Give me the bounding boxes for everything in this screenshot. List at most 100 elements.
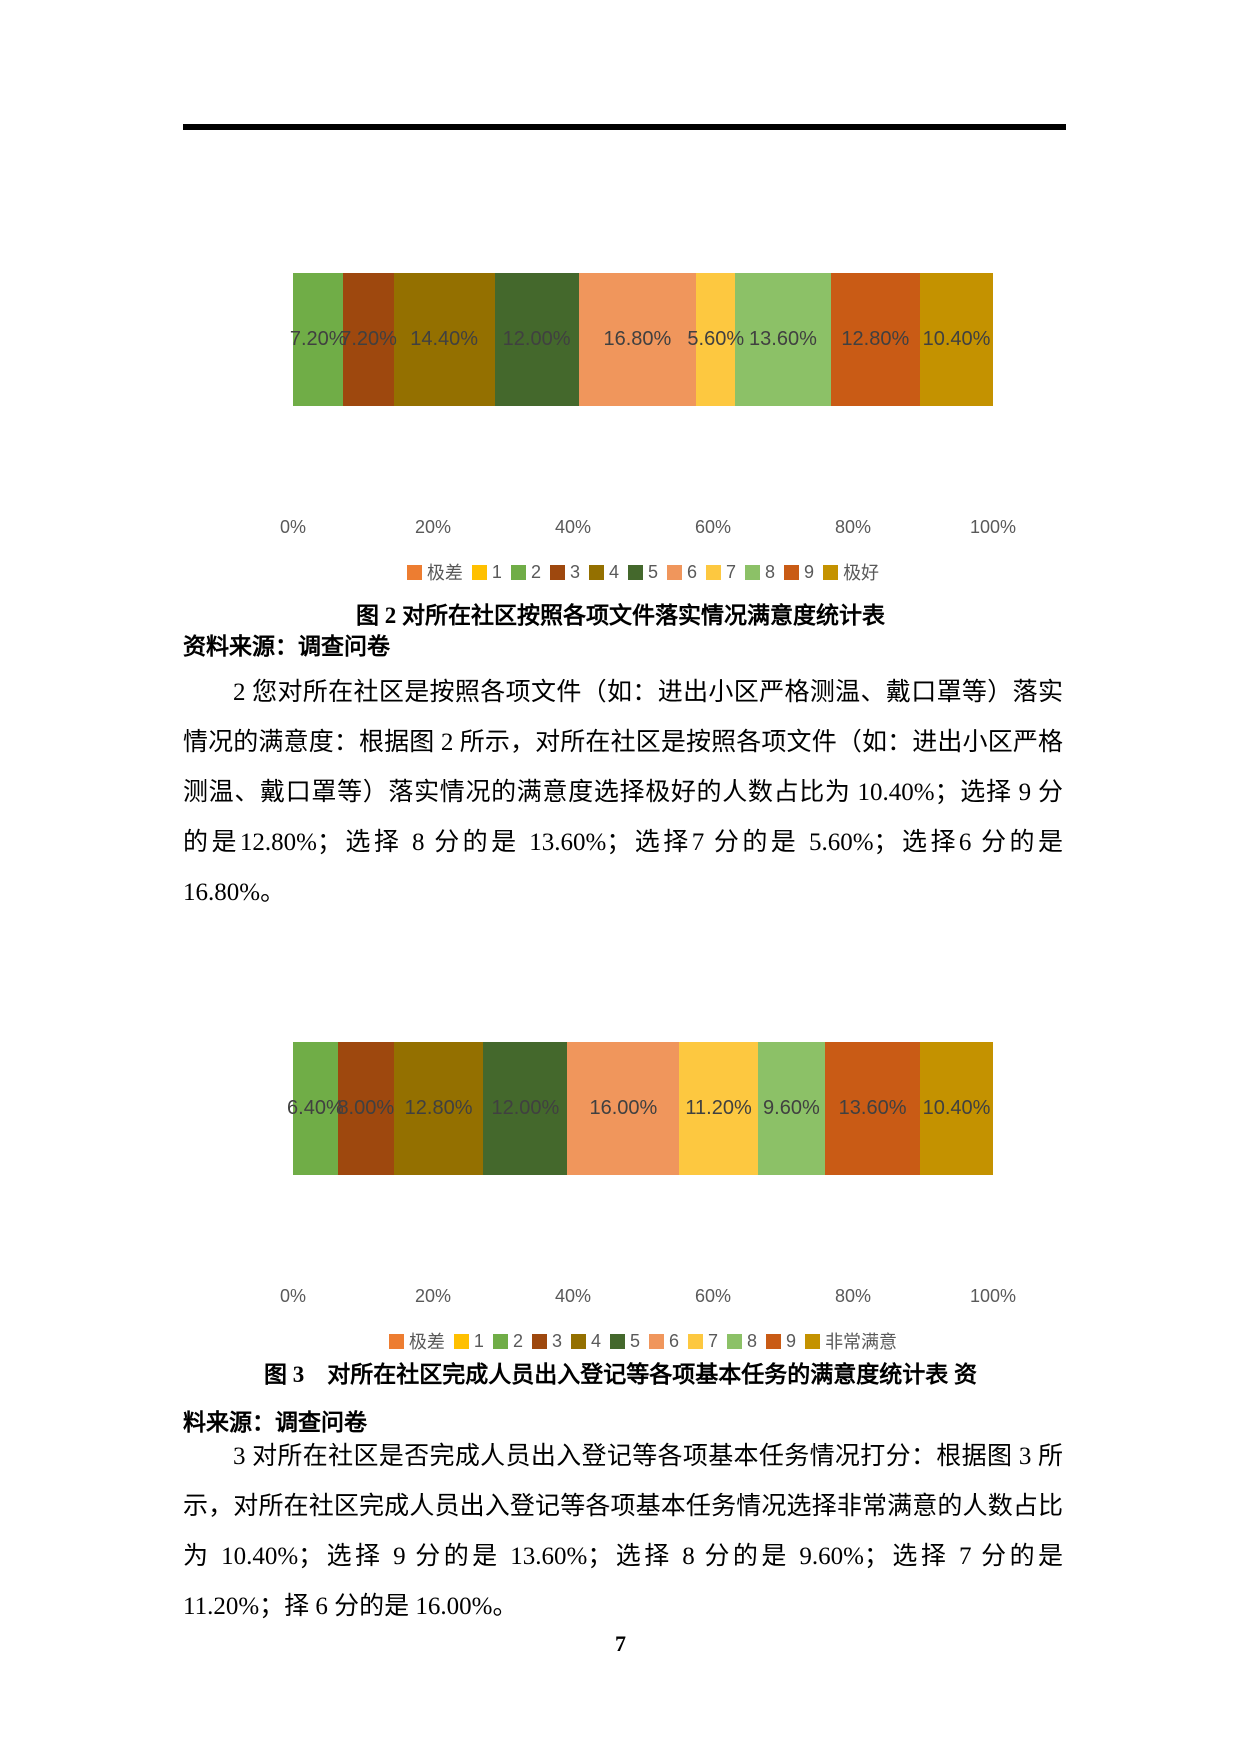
legend-label: 4 (608, 561, 619, 582)
bar-segment-极好: 10.40% (920, 273, 993, 406)
bar-segment-label: 16.80% (603, 328, 672, 350)
bar-segment-label: 13.60% (838, 1097, 907, 1119)
legend-item: 1 (453, 1330, 484, 1352)
bar-segment-3: 8.00% (337, 1042, 395, 1175)
legend-label: 8 (765, 561, 776, 582)
bar-segment-label: 13.60% (749, 328, 817, 350)
axis-tick-label: 100% (969, 517, 1017, 537)
legend-label: 极好 (843, 563, 880, 583)
legend-swatch-icon (549, 564, 565, 580)
stacked-bar: 7.20% 7.20% 14.40% 12.00% 16.80% 5.60% 13.60% 1… (289, 273, 993, 406)
axis-tick-label: 80% (834, 517, 872, 537)
bar-segment-9: 13.60% (824, 1042, 921, 1175)
legend-label: 2 (512, 1330, 523, 1351)
figure2-source: 资料来源：调查问卷 (183, 634, 390, 659)
paragraph-figure2: 2 您对所在社区是按照各项文件（如：进出小区严格测温、戴口罩等）落实情况的满意度… (183, 679, 1063, 906)
legend-item: 极差 (406, 559, 463, 585)
bar-segment-8: 9.60% (757, 1042, 825, 1175)
legend-item: 极好 (823, 559, 879, 585)
axis-tick-label: 80% (834, 1286, 872, 1306)
figure2-caption: 图 2 对所在社区按照各项文件落实情况满意度统计表 (356, 603, 885, 628)
legend-item: 7 (706, 562, 736, 583)
bar-segment-4: 12.80% (393, 1042, 484, 1175)
legend-label: 1 (491, 561, 502, 582)
bar-segment-label: 12.80% (404, 1097, 473, 1119)
paragraph-figure3: 3 对所在社区是否完成人员出入登记等各项基本任务情况打分：根据图 3 所示，对所… (183, 1443, 1063, 1620)
figure3-source: 料来源：调查问卷 (183, 1410, 367, 1435)
bar-segment-7: 5.60% (687, 273, 744, 406)
legend-label: 6 (687, 561, 698, 582)
legend-item: 3 (549, 561, 580, 583)
legend-label: 8 (747, 1330, 758, 1351)
legend-swatch-icon (510, 564, 526, 580)
bar-segment-2: 6.40% (287, 1042, 344, 1175)
bar-segment-3: 7.20% (340, 273, 397, 406)
legend-swatch-icon (766, 1333, 782, 1349)
legend-item: 非常满意 (805, 1328, 897, 1354)
legend-item: 8 (745, 562, 775, 583)
bar-segment-label: 12.00% (502, 328, 571, 350)
legend-item: 7 (688, 1331, 718, 1352)
legend-label: 极差 (408, 1332, 445, 1352)
legend-label: 3 (569, 561, 580, 582)
legend-item: 3 (531, 1330, 562, 1352)
legend-swatch-icon (492, 1333, 508, 1349)
bar-segment-8: 13.60% (735, 273, 831, 406)
bar-segment-label: 7.20% (289, 328, 347, 350)
bar-segment-9: 12.80% (830, 273, 921, 406)
bar-segment-7: 11.20% (679, 1042, 758, 1175)
figure3-caption: 图 3 对所在社区完成人员出入登记等各项基本任务的满意度统计表 资 (264, 1362, 977, 1387)
axis-tick-label: 20% (414, 1286, 452, 1306)
axis-tick-label: 40% (554, 517, 592, 537)
legend-swatch-icon (388, 1333, 404, 1349)
legend-item: 8 (727, 1331, 757, 1352)
legend-label: 5 (629, 1330, 640, 1351)
legend-item: 6 (667, 562, 697, 583)
legend-swatch-icon (727, 1333, 743, 1349)
legend-swatch-icon (406, 564, 422, 580)
legend-swatch-icon (570, 1333, 586, 1349)
x-axis: 0% 20% 40% 60% 80% 100% (280, 1286, 1016, 1308)
legend-label: 2 (530, 561, 541, 582)
bar-segment-label: 12.80% (841, 328, 910, 350)
legend-swatch-icon (453, 1333, 469, 1349)
legend-label: 6 (669, 1330, 680, 1351)
legend-item: 4 (570, 1331, 601, 1352)
legend-label: 非常满意 (825, 1332, 898, 1352)
legend-item: 9 (784, 562, 814, 583)
bar-segment-非常满意: 10.40% (920, 1042, 993, 1175)
axis-tick-label: 60% (694, 517, 732, 537)
legend-label: 3 (551, 1330, 562, 1351)
axis-tick-label: 40% (554, 1286, 592, 1306)
legend-label: 9 (804, 561, 815, 582)
legend-label: 7 (726, 561, 737, 582)
bar-segment-label: 7.20% (340, 328, 397, 350)
axis-tick-label: 20% (414, 517, 452, 537)
legend-item: 4 (588, 561, 619, 583)
legend-label: 9 (786, 1330, 797, 1351)
legend-swatch-icon (823, 564, 839, 580)
bar-segment-5: 12.00% (494, 273, 579, 406)
figure3-stacked-bar-chart: 6.40% 8.00% 12.80% 12.00% 16.00% 11.20% 9.60% 1… (280, 1042, 1016, 1357)
legend-swatch-icon (745, 564, 761, 580)
legend-swatch-icon (805, 1333, 821, 1349)
bar-segment-label: 8.00% (337, 1097, 395, 1119)
page-number: 7 (615, 1631, 626, 1656)
axis-tick-label: 60% (694, 1286, 732, 1306)
chart-legend: 极差 1 2 3 4 5 6 7 8 9 极好 (173, 560, 1113, 584)
legend-item: 2 (510, 561, 541, 583)
bar-segment-label: 14.40% (410, 328, 479, 350)
bar-segment-6: 16.00% (567, 1042, 680, 1175)
x-axis: 0% 20% 40% 60% 80% 100% (280, 517, 1016, 539)
legend-item: 9 (766, 1331, 796, 1352)
bar-segment-label: 10.40% (922, 328, 991, 350)
stacked-bar: 6.40% 8.00% 12.80% 12.00% 16.00% 11.20% 9.60% 1… (287, 1042, 993, 1175)
bar-segment-label: 16.00% (589, 1097, 658, 1119)
legend-swatch-icon (627, 564, 643, 580)
legend-swatch-icon (667, 564, 682, 580)
bar-segment-label: 10.40% (922, 1097, 991, 1119)
legend-label: 极差 (426, 563, 463, 583)
legend-item: 极差 (388, 1328, 445, 1354)
legend-label: 1 (473, 1330, 484, 1351)
